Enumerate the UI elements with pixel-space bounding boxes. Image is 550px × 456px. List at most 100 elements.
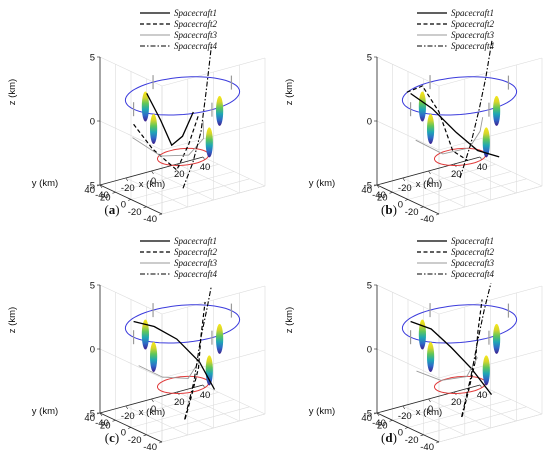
y-tick (389, 192, 393, 194)
x-tick-label: -40 (372, 190, 386, 201)
x-tick (99, 412, 103, 417)
x-tick (125, 405, 129, 410)
trajectory-spacecraft3 (132, 120, 205, 157)
spindle-marker (493, 323, 501, 354)
y-tick (112, 420, 116, 422)
caption-letter: d (385, 430, 393, 445)
spindle-marker (427, 114, 435, 144)
z-tick-label: -5 (364, 181, 372, 192)
x-tick (402, 405, 406, 410)
x-axis-label: x (km) (139, 179, 165, 190)
z-tick-label: 0 (90, 117, 95, 128)
grid-line (130, 399, 235, 428)
grid-line (438, 185, 543, 215)
x-tick-label: -40 (372, 418, 386, 429)
x-tick-label: -20 (398, 411, 412, 422)
x-tick-label: -20 (121, 411, 135, 422)
x-tick (151, 170, 154, 175)
x-axis-label: x (km) (139, 407, 165, 418)
grid-line (161, 413, 266, 443)
legend-label-spacecraft3: Spacecraft3 (174, 30, 217, 40)
spindle-marker (493, 95, 501, 126)
y-tick (435, 213, 440, 216)
x-tick-label: -20 (121, 183, 135, 194)
grid-line (161, 57, 266, 87)
legend: Spacecraft1Spacecraft2Spacecraft3Spacecr… (140, 236, 217, 279)
z-axis-label: z (km) (7, 79, 18, 105)
trajectory-spacecraft4 (184, 286, 212, 420)
grid-line (438, 285, 543, 315)
caption-open: ( (104, 202, 108, 217)
legend: Spacecraft1Spacecraft2Spacecraft3Spacecr… (140, 8, 217, 51)
x-tick-label: 40 (200, 162, 211, 173)
y-tick (143, 206, 147, 209)
trajectory-spacecraft1 (146, 93, 194, 147)
grid-line (392, 392, 496, 421)
spindle-marker (141, 319, 149, 350)
trajectory-spacecraft4 (459, 40, 493, 179)
grid-line (115, 392, 219, 421)
legend-label-spacecraft2: Spacecraft2 (451, 19, 494, 29)
x-tick (125, 177, 129, 182)
x-tick-label: 20 (174, 397, 185, 408)
y-tick (404, 427, 409, 429)
grid-line (407, 399, 512, 428)
x-tick (151, 398, 154, 403)
y-tick (158, 213, 163, 216)
trajectory-spacecraft2 (133, 113, 200, 171)
legend-label-spacecraft1: Spacecraft1 (451, 8, 494, 18)
y-tick-label: -20 (405, 435, 419, 446)
y-tick (404, 199, 409, 201)
grid-line (161, 121, 266, 151)
grid-line (146, 178, 250, 208)
x-tick-label: 20 (451, 397, 462, 408)
trajectory-spacecraft4 (182, 46, 212, 189)
grid-line (423, 406, 527, 436)
legend-label-spacecraft1: Spacecraft1 (174, 8, 217, 18)
y-tick-label: -40 (420, 442, 434, 453)
y-tick (127, 427, 132, 429)
y-tick-label: 20 (377, 192, 388, 203)
x-tick-label: -20 (398, 183, 412, 194)
spindle-marker (427, 342, 435, 372)
legend-label-spacecraft1: Spacecraft1 (174, 236, 217, 246)
lower-ring (157, 375, 210, 394)
legend-label-spacecraft3: Spacecraft3 (451, 258, 494, 268)
spindle-marker (482, 355, 490, 386)
y-tick-label: 20 (100, 420, 111, 431)
z-tick-label: -5 (87, 181, 95, 192)
legend-label-spacecraft4: Spacecraft4 (451, 41, 494, 51)
trajectory-spacecraft1 (410, 92, 500, 158)
caption-open: ( (381, 202, 385, 217)
x-axis-label: x (km) (416, 179, 442, 190)
y-tick-label: 0 (121, 428, 126, 439)
spindle-marker (150, 342, 158, 372)
x-tick-label: 40 (477, 390, 488, 401)
caption-close: ) (393, 430, 397, 445)
caption-letter: b (385, 202, 392, 217)
caption-close: ) (115, 430, 119, 445)
grid-line (392, 164, 496, 193)
x-tick (99, 184, 103, 189)
x-tick (402, 177, 406, 182)
grid-line (161, 185, 266, 215)
legend: Spacecraft1Spacecraft2Spacecraft3Spacecr… (417, 236, 494, 279)
y-tick (435, 441, 440, 444)
x-tick-label: 40 (477, 162, 488, 173)
x-tick-label: 0 (428, 404, 433, 415)
panel-caption: (b) (381, 202, 397, 217)
x-tick-label: 0 (151, 176, 156, 187)
grid-line (423, 178, 527, 208)
spindle-marker (216, 323, 224, 354)
x-tick (376, 184, 380, 189)
y-tick (420, 434, 424, 437)
z-tick-label: 0 (367, 345, 372, 356)
caption-close: ) (115, 202, 119, 217)
lower-ring (434, 375, 487, 394)
grid-line (438, 349, 543, 379)
grid-line (376, 284, 440, 315)
y-tick (158, 441, 163, 444)
x-tick (428, 170, 431, 175)
